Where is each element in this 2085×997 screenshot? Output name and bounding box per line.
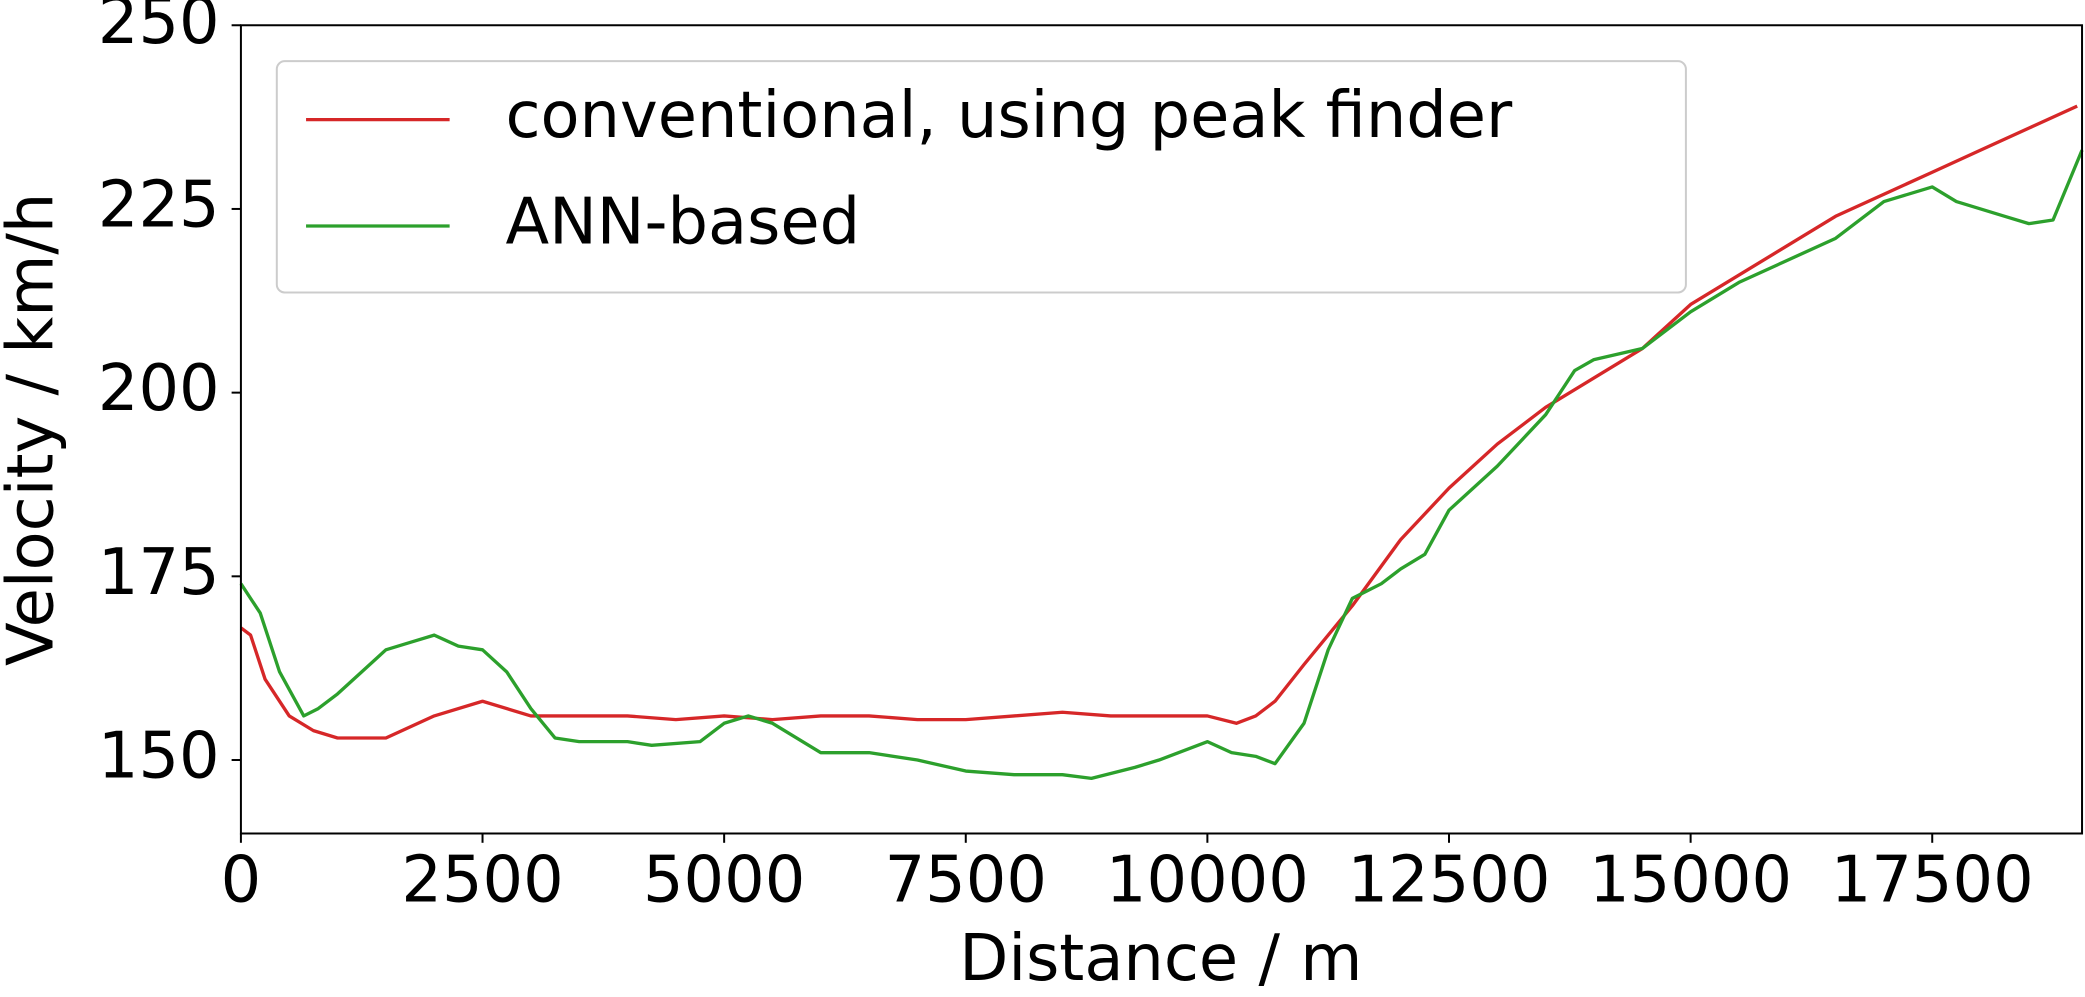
legend-label: ANN-based bbox=[505, 186, 860, 260]
x-tick-label: 10000 bbox=[1106, 844, 1309, 918]
y-tick-label: 150 bbox=[98, 720, 220, 794]
y-tick-label: 200 bbox=[98, 352, 220, 426]
data-line bbox=[239, 149, 2084, 781]
x-tick-label: 15000 bbox=[1589, 844, 1792, 918]
legend-box bbox=[275, 60, 1687, 294]
x-tick-label: 0 bbox=[221, 844, 262, 918]
x-axis-label: Distance / m bbox=[959, 922, 1362, 996]
legend-label: conventional, using peak finder bbox=[505, 79, 1513, 153]
legend: conventional, using peak finder ANN-based bbox=[275, 60, 1687, 294]
x-tick-label: 12500 bbox=[1348, 844, 1551, 918]
y-tick-label: 175 bbox=[98, 536, 220, 610]
data-line bbox=[239, 104, 2078, 740]
y-tick-label: 225 bbox=[98, 169, 220, 243]
x-tick-label: 2500 bbox=[401, 844, 563, 918]
x-tick-label: 17500 bbox=[1831, 844, 2034, 918]
x-tick-label: 7500 bbox=[885, 844, 1047, 918]
x-tick-label: 5000 bbox=[643, 844, 805, 918]
y-tick-label: 250 bbox=[98, 0, 220, 59]
y-axis-label: Velocity / km/h bbox=[0, 193, 68, 666]
plot-frame bbox=[239, 24, 2084, 835]
